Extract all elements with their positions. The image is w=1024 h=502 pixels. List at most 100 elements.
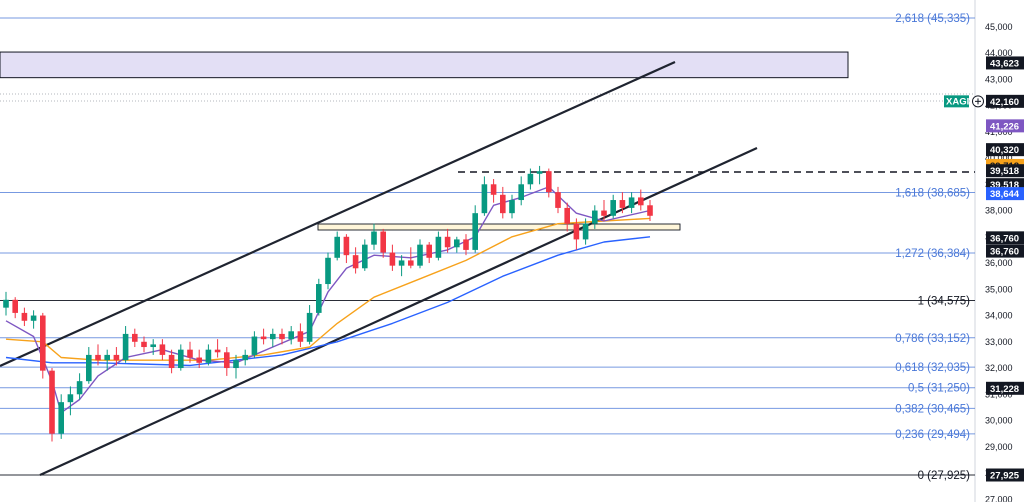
resistance-zone — [0, 51, 849, 79]
candle-body — [95, 354, 101, 361]
support-zone — [317, 223, 681, 231]
candle-body — [536, 171, 543, 174]
candle-body — [610, 200, 616, 216]
candle-body — [40, 315, 46, 371]
price-badge — [986, 468, 1024, 482]
candle-body — [352, 255, 359, 269]
price-badge — [986, 143, 1024, 157]
price-badge — [986, 164, 1024, 178]
candle-body — [444, 236, 451, 248]
candle-body — [67, 394, 74, 403]
candle-body — [141, 341, 147, 348]
fib-level-label: 0,618 (32,035) — [895, 362, 970, 374]
moving-averages — [5, 186, 651, 414]
candle-body — [224, 352, 230, 369]
fib-level-label: 2,618 (45,335) — [895, 13, 970, 25]
candle-body — [426, 244, 432, 258]
candle-body — [362, 244, 368, 269]
candle-body — [325, 257, 331, 285]
fib-level-label: 1,272 (36,384) — [895, 248, 970, 260]
fib-level-label: 0,786 (33,152) — [895, 333, 970, 345]
candle-body — [86, 354, 92, 382]
price-badge-label: 38,644 — [990, 189, 1020, 200]
price-badge — [986, 94, 1024, 108]
symbol-tag-text: XAGI — [946, 96, 969, 107]
candle-body — [582, 223, 589, 240]
price-badge — [986, 381, 1024, 395]
price-badge-label: 36,760 — [990, 233, 1019, 244]
y-tick-label: 43,000 — [985, 74, 1013, 84]
candle-body — [205, 349, 212, 363]
candle-body — [196, 357, 202, 363]
candle-body — [619, 200, 626, 208]
price-badge — [986, 187, 1024, 201]
price-badge-label: 42,160 — [990, 97, 1019, 108]
candle-body — [417, 244, 423, 266]
price-badge-label: 39,518 — [990, 166, 1019, 177]
candle-body — [628, 197, 635, 208]
candle-body — [435, 236, 442, 258]
y-tick-label: 35,000 — [985, 284, 1013, 294]
candle-body — [454, 239, 460, 248]
price-badge-label: 36,760 — [990, 247, 1019, 258]
candle-body — [398, 260, 405, 266]
price-badge-label: 27,925 — [990, 471, 1020, 482]
candle-body — [187, 349, 193, 358]
symbol-tag — [944, 95, 969, 108]
candle-body — [306, 312, 313, 342]
price-badge-label: 43,623 — [990, 58, 1019, 69]
candle-body — [30, 315, 37, 321]
fib-levels: 2,618 (45,335) 1,618 (38,685) 1,272 (36,38… — [0, 13, 975, 482]
candle-body — [251, 336, 258, 355]
candle-body — [500, 194, 506, 214]
candle-body — [279, 333, 285, 340]
candle-body — [518, 184, 524, 201]
y-tick-label: 36,000 — [985, 258, 1013, 268]
candle-body — [601, 210, 607, 216]
candle-body — [564, 207, 570, 224]
candle-body — [242, 354, 248, 361]
candle-body — [159, 344, 166, 355]
candle-body — [389, 252, 396, 266]
price-badge — [986, 56, 1024, 70]
candle-body — [113, 354, 120, 361]
candle-body — [49, 370, 55, 434]
y-tick-label: 38,000 — [985, 206, 1013, 216]
candle-body — [132, 333, 138, 342]
grid-layer — [0, 0, 976, 502]
candle-body — [76, 381, 83, 395]
candle-body — [481, 184, 488, 214]
candles — [3, 165, 653, 442]
fib-level-label: 1,618 (38,685) — [895, 188, 970, 200]
channel-upper-line — [0, 60, 676, 368]
candle-body — [408, 260, 414, 266]
candle-body — [288, 331, 294, 340]
candle-body — [509, 200, 515, 214]
candle-body — [573, 223, 580, 240]
candle-body — [490, 184, 497, 195]
candle-body — [150, 344, 156, 348]
y-tick-label: 34,000 — [985, 311, 1013, 321]
candle-body — [270, 333, 276, 340]
candle-body — [546, 171, 552, 193]
y-tick-label: 33,000 — [985, 337, 1013, 347]
candle-body — [380, 231, 386, 253]
candle-body — [297, 331, 304, 342]
candle-body — [21, 312, 28, 321]
price-badge — [986, 244, 1024, 258]
price-badge-label: 39,518 — [990, 180, 1019, 191]
candle-body — [555, 192, 561, 208]
price-badge-label: 31,228 — [990, 384, 1019, 395]
candle-body — [12, 299, 18, 313]
candle-body — [592, 210, 598, 224]
ma-mid-line — [5, 217, 651, 361]
candle-body — [527, 173, 534, 185]
price-axis[interactable]: 27,00028,00029,00030,00031,00032,00033,0… — [985, 22, 1013, 502]
candle-body — [472, 213, 478, 250]
candle-body — [58, 402, 64, 434]
ma-fast-line — [5, 186, 651, 414]
y-tick-label: 32,000 — [985, 363, 1013, 373]
candle-body — [647, 205, 653, 216]
candle-body — [168, 354, 175, 369]
